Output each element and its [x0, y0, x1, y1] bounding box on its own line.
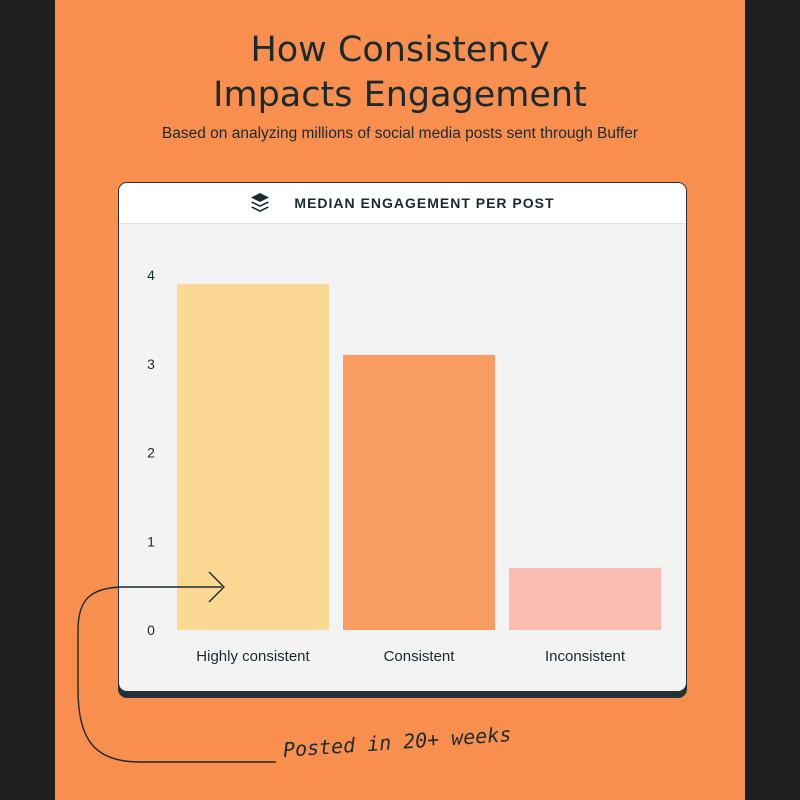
y-tick-label: 1	[147, 533, 155, 549]
y-tick-label: 4	[147, 267, 155, 283]
card-header: MEDIAN ENGAGEMENT PER POST	[119, 183, 686, 224]
bar-inconsistent	[509, 567, 661, 630]
page-title: How Consistency Impacts Engagement	[213, 30, 587, 115]
x-category-label: Highly consistent	[196, 648, 310, 665]
x-category-label: Consistent	[384, 648, 456, 665]
bar-chart: 0 1 2 3 4 Highly consistent Consistent Inconsis…	[147, 267, 661, 665]
buffer-stack-icon	[250, 192, 272, 214]
page-subtitle: Based on analyzing millions of social me…	[161, 125, 639, 142]
x-category-label: Inconsistent	[545, 648, 626, 665]
chart-card: MEDIAN ENGAGEMENT PER POST 0 1 2 3 4 Highly c…	[118, 182, 687, 692]
y-tick-label: 2	[147, 445, 155, 461]
bar-consistent	[343, 354, 495, 630]
bar-highly-consistent	[177, 283, 329, 630]
card-title: MEDIAN ENGAGEMENT PER POST	[294, 195, 555, 211]
y-tick-label: 3	[147, 356, 155, 372]
y-tick-label: 0	[147, 622, 155, 638]
